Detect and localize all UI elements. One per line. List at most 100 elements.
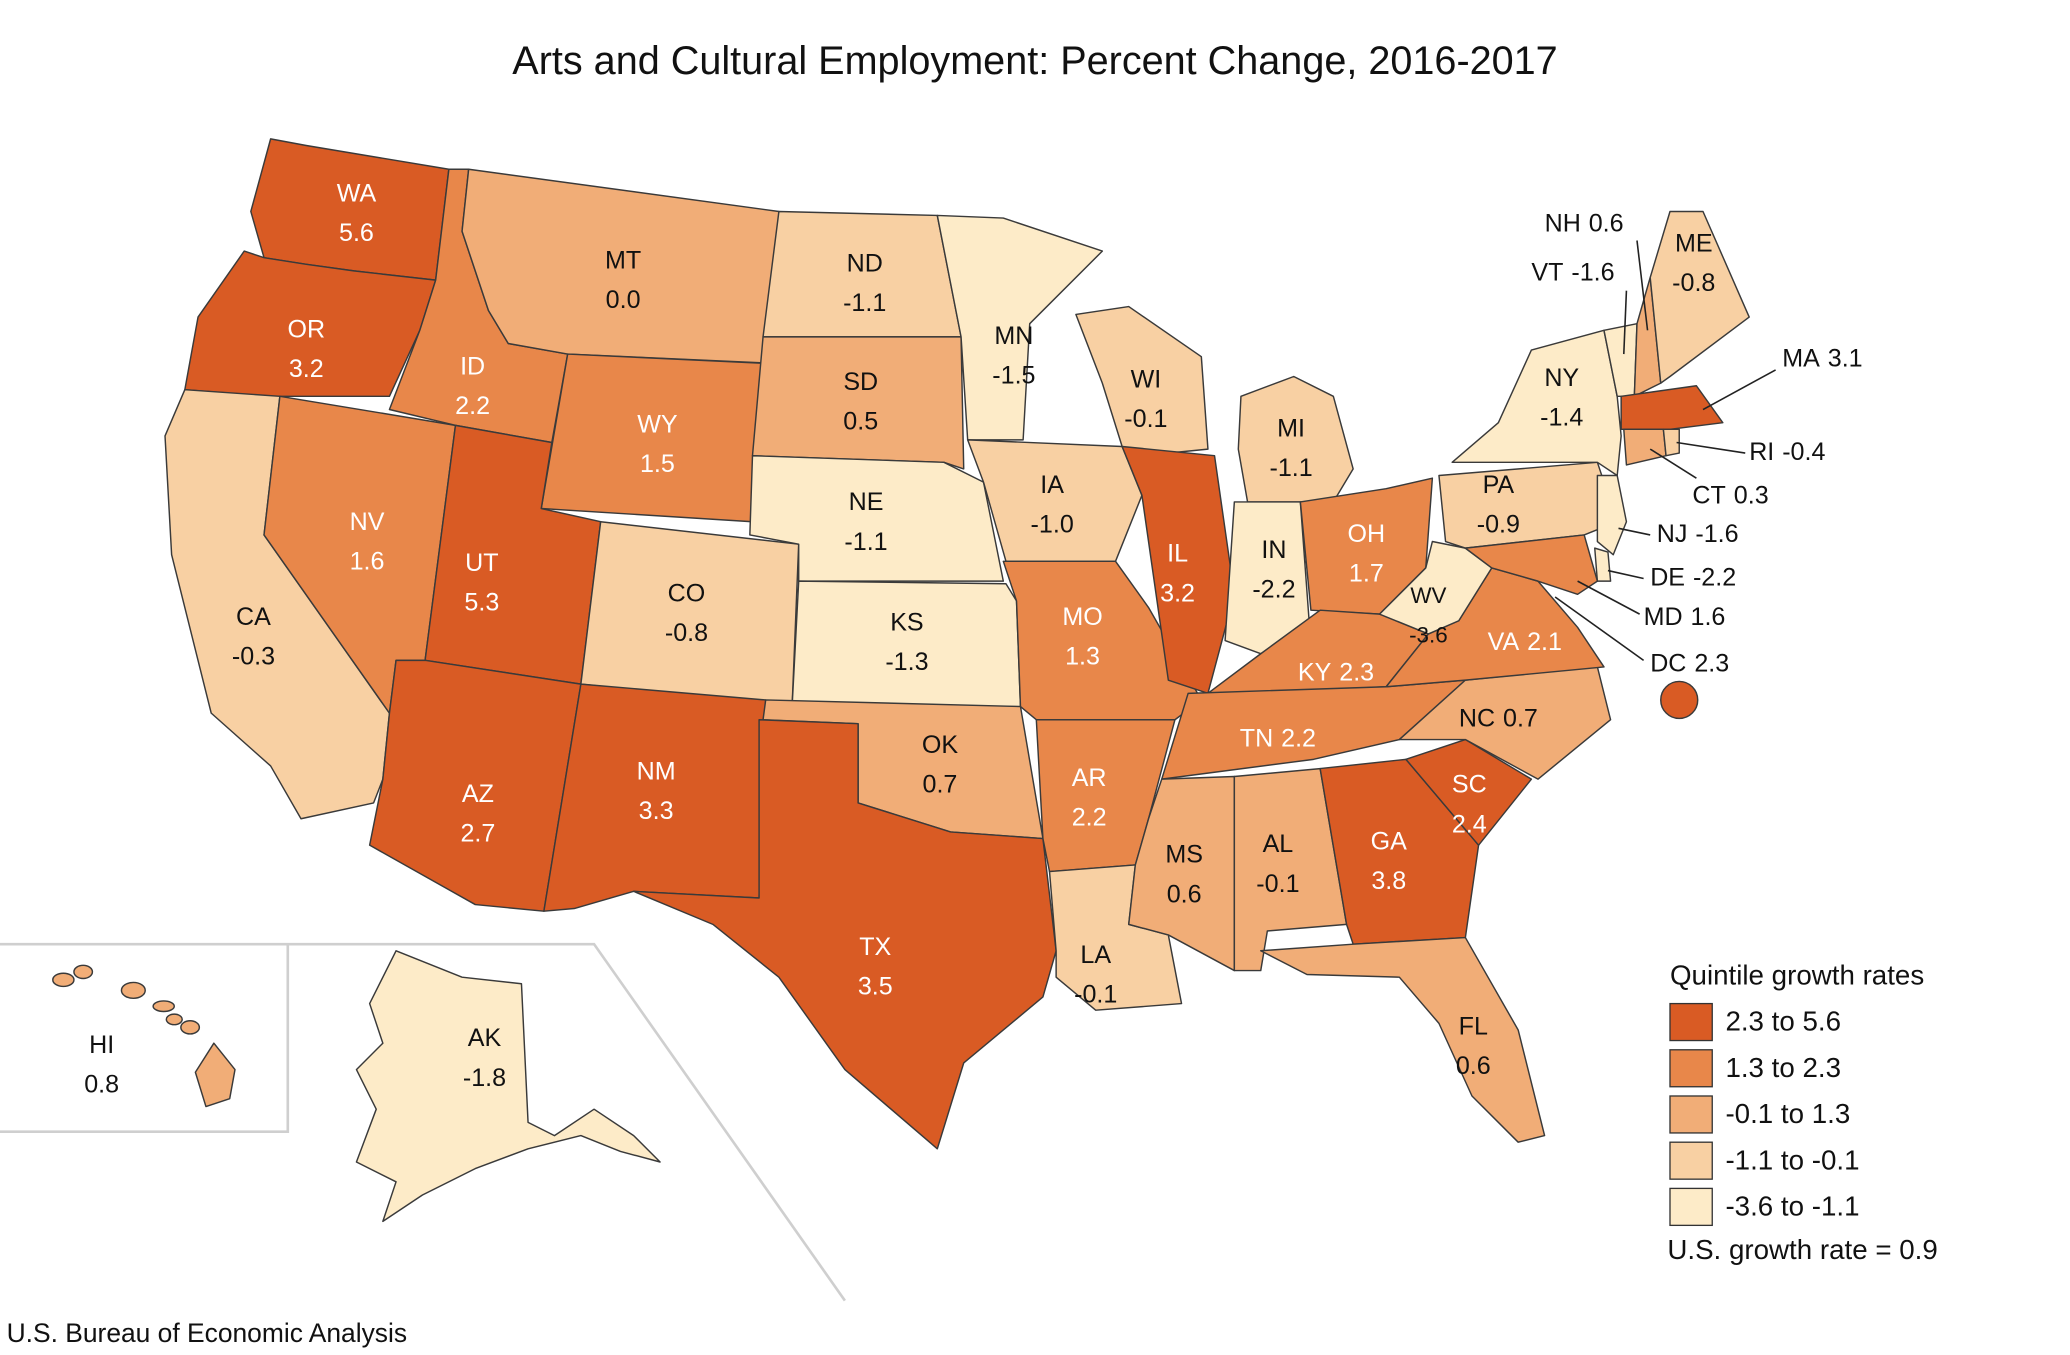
state-value: 1.7: [1349, 559, 1384, 587]
state-value: -0.9: [1477, 510, 1520, 538]
state-shape: [1237, 375, 1354, 503]
state-shape: [749, 454, 1005, 582]
state-value: 1.6: [1691, 603, 1726, 631]
state-value: 0.0: [606, 286, 641, 314]
state-shape: [184, 250, 437, 398]
legend-swatch: [1669, 1141, 1713, 1180]
state-value: 2.7: [460, 819, 495, 847]
state-shape: [52, 964, 236, 1108]
legend-swatch: [1669, 1095, 1713, 1134]
state-label: NE -1.1: [844, 488, 887, 556]
state-label: IA -1.0: [1031, 471, 1074, 539]
state-label: DE -2.2: [1650, 563, 1736, 591]
state-label: AK -1.8: [463, 1024, 506, 1092]
leader-line: [1618, 527, 1651, 536]
state-label: NH 0.6: [1545, 209, 1624, 237]
state-name: GA: [1371, 827, 1408, 855]
leader-line: [1554, 596, 1645, 661]
state-name: AZ: [462, 780, 494, 808]
state-value: -0.1: [1256, 869, 1299, 897]
state-label: OR 3.2: [287, 315, 325, 383]
map-title: Arts and Cultural Employment: Percent Ch…: [512, 39, 1557, 83]
legend-label: 1.3 to 2.3: [1725, 1052, 1841, 1083]
state-value: 2.1: [1527, 628, 1562, 656]
legend-label: -1.1 to -0.1: [1725, 1144, 1859, 1175]
state-name: TX: [859, 933, 891, 961]
state-value: 0.3: [1734, 481, 1769, 509]
state-shape: [791, 580, 1022, 708]
state-value: 0.7: [1503, 704, 1538, 732]
state-name: HI: [89, 1030, 114, 1058]
state-label: WI -0.1: [1124, 365, 1167, 433]
state-name: AR: [1072, 764, 1107, 792]
state-label: ND -1.1: [843, 249, 886, 317]
state-label: AZ 2.7: [460, 780, 495, 848]
state-label: NV 1.6: [350, 508, 385, 576]
state-name: IL: [1167, 539, 1188, 567]
legend-label: 2.3 to 5.6: [1725, 1006, 1841, 1037]
state-value: -3.6: [1409, 622, 1448, 647]
state-value: 2.2: [1072, 803, 1107, 831]
legend-swatch: [1669, 1049, 1713, 1088]
state-label: ID 2.2: [455, 352, 490, 420]
state-label: NC 0.7: [1459, 704, 1538, 732]
state-name: LA: [1080, 941, 1111, 969]
state-shape: [751, 336, 965, 470]
state-value: -1.1: [844, 527, 887, 555]
state-value: -1.6: [1571, 258, 1614, 286]
state-name: WY: [637, 410, 678, 438]
state-value: 3.2: [1160, 579, 1195, 607]
state-shape: [1649, 210, 1750, 384]
state-value: 1.5: [640, 450, 675, 478]
state-value: 3.2: [289, 355, 324, 383]
state-label: IL 3.2: [1160, 539, 1195, 607]
leader-line: [1607, 569, 1644, 580]
state-value: 5.3: [464, 588, 499, 616]
state-label: WA 5.6: [337, 179, 377, 247]
state-label: LA -0.1: [1074, 941, 1117, 1009]
state-name: MN: [994, 322, 1033, 350]
state-name: MI: [1277, 414, 1305, 442]
state-label: CA -0.3: [232, 603, 275, 671]
state-value: 2.3: [1339, 658, 1374, 686]
state-value: 2.4: [1452, 810, 1487, 838]
state-label: PA -0.9: [1477, 471, 1520, 539]
state-value: -1.3: [885, 648, 928, 676]
state-label: GA 3.8: [1371, 827, 1408, 895]
state-value: -0.1: [1124, 405, 1167, 433]
state-value: 0.8: [84, 1070, 119, 1098]
state-name: MS: [1165, 840, 1203, 868]
state-name: MT: [605, 246, 641, 274]
state-value: -1.1: [843, 289, 886, 317]
state-name: VT: [1531, 258, 1563, 286]
state-label: TX 3.5: [858, 933, 893, 1001]
state-label: MA 3.1: [1782, 344, 1862, 372]
state-value: 2.2: [1281, 724, 1316, 752]
state-label: VT -1.6: [1531, 258, 1614, 286]
legend: Quintile growth rates 2.3 to 5.6 1.3 to 2.…: [1667, 960, 1937, 1266]
state-name: ND: [847, 249, 883, 277]
state-value: 1.6: [350, 547, 385, 575]
state-name: OR: [287, 315, 325, 343]
state-name: NE: [849, 488, 884, 516]
state-label: WV -3.6: [1409, 583, 1448, 648]
state-value: -1.4: [1540, 403, 1583, 431]
state-label: CT 0.3: [1692, 481, 1768, 509]
state-shape: [1660, 680, 1699, 720]
state-value: -0.8: [1672, 269, 1715, 297]
state-value: 5.6: [339, 219, 374, 247]
state-value: 0.6: [1167, 880, 1202, 908]
state-value: 2.2: [455, 391, 490, 419]
state-label: OK 0.7: [922, 731, 959, 799]
legend-note: U.S. growth rate = 0.9: [1667, 1234, 1937, 1265]
state-name: CA: [236, 603, 271, 631]
state-value: 3.1: [1828, 344, 1863, 372]
legend-swatch: [1669, 1002, 1713, 1042]
state-name: VA: [1488, 628, 1520, 656]
state-name: WA: [337, 179, 377, 207]
state-shape: [1128, 775, 1236, 972]
leader-line: [1676, 441, 1746, 454]
state-label: WY 1.5: [637, 410, 678, 478]
state-label: SC 2.4: [1452, 770, 1487, 838]
